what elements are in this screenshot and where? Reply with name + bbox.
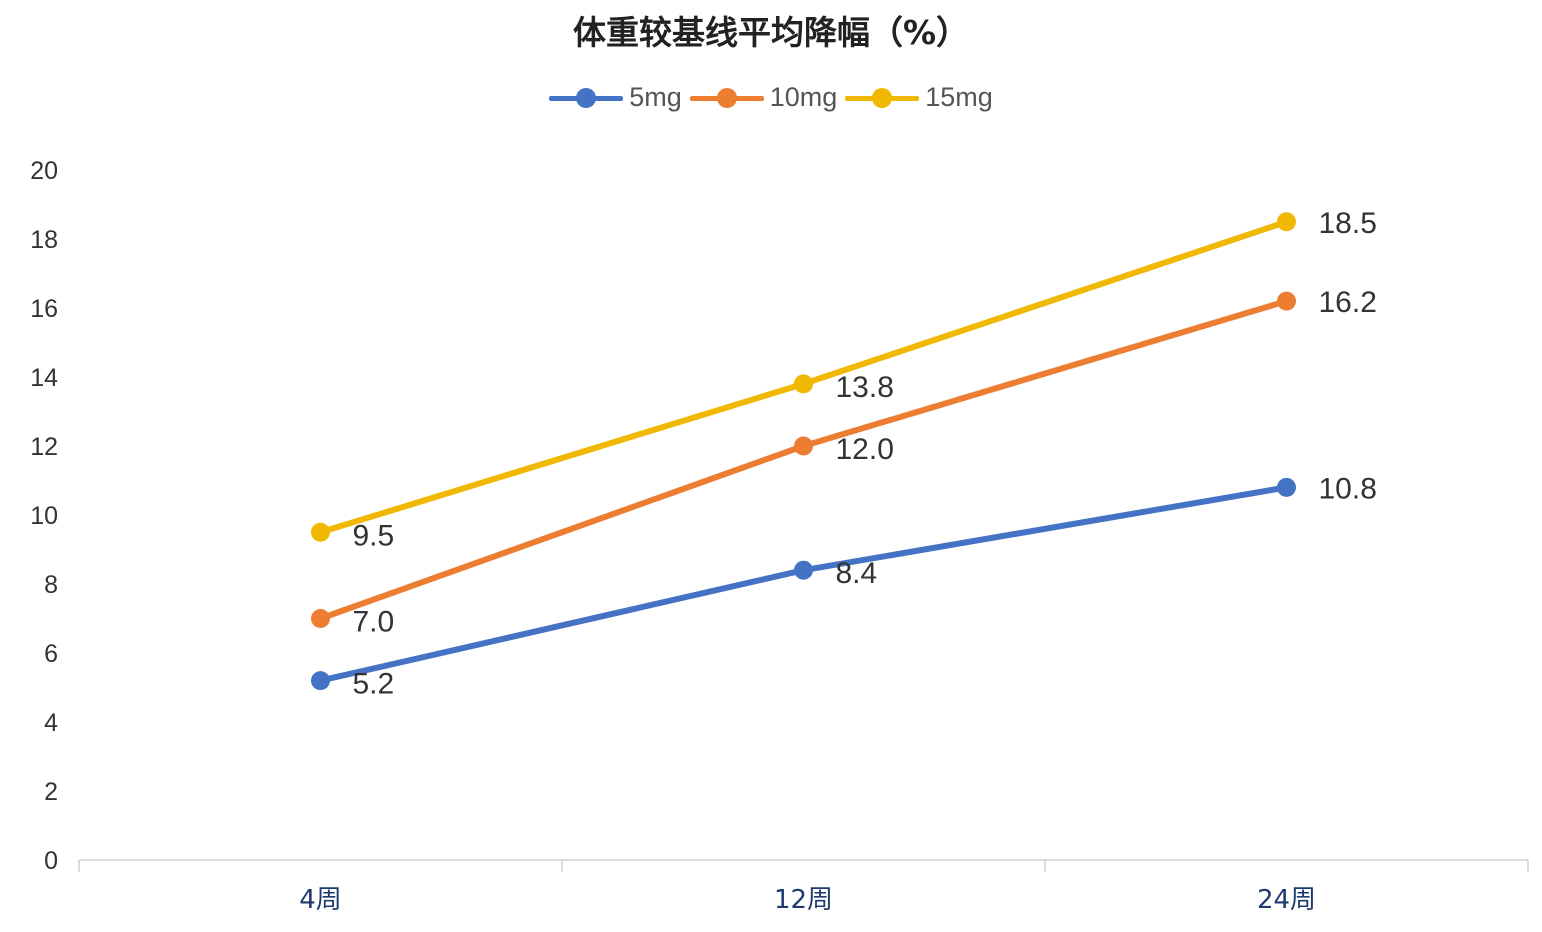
legend-item-5mg[interactable]: 5mg [549, 82, 682, 113]
data-label-5mg: 5.2 [353, 668, 395, 701]
legend: 5mg 10mg 15mg [0, 82, 1542, 113]
x-tick-label: 24周 [1257, 885, 1316, 915]
data-point-15mg [794, 374, 813, 394]
y-tick-label: 14 [30, 364, 58, 392]
data-label-15mg: 9.5 [353, 519, 395, 552]
chart-title: 体重较基线平均降幅（%） [572, 13, 970, 52]
data-point-15mg [1277, 212, 1296, 232]
data-label-5mg: 10.8 [1319, 472, 1377, 505]
legend-item-10mg[interactable]: 10mg [689, 82, 838, 113]
y-tick-label: 10 [30, 502, 58, 530]
data-point-10mg [794, 436, 813, 456]
series-line-5mg [317, 484, 1290, 684]
data-label-15mg: 13.8 [836, 371, 894, 404]
data-point-10mg [311, 609, 330, 628]
legend-swatch-15mg [845, 87, 920, 108]
y-tick-label: 4 [44, 709, 58, 737]
y-tick-label: 2 [44, 778, 58, 806]
y-tick-label: 18 [30, 226, 58, 254]
x-tick-label: 12周 [774, 885, 833, 915]
legend-item-15mg[interactable]: 15mg [845, 82, 993, 113]
data-label-10mg: 7.0 [353, 606, 395, 639]
y-tick-label: 6 [44, 640, 58, 668]
data-label-10mg: 12.0 [836, 433, 894, 466]
data-point-15mg [311, 522, 330, 542]
y-tick-label: 16 [30, 295, 58, 323]
y-tick-label: 12 [30, 433, 58, 461]
legend-label-10mg: 10mg [769, 82, 838, 112]
legend-label-5mg: 5mg [629, 82, 682, 112]
legend-swatch-5mg [549, 87, 624, 108]
data-label-10mg: 16.2 [1319, 286, 1377, 319]
y-tick-label: 20 [30, 157, 58, 185]
data-label-5mg: 8.4 [836, 557, 878, 590]
y-tick-label: 0 [44, 847, 58, 875]
data-point-5mg [794, 560, 813, 580]
data-point-10mg [1277, 291, 1296, 311]
y-tick-label: 8 [44, 571, 58, 599]
data-point-5mg [311, 671, 330, 691]
data-label-15mg: 18.5 [1319, 207, 1377, 240]
x-tick-label: 4周 [299, 885, 342, 915]
legend-label-15mg: 15mg [925, 82, 993, 112]
legend-swatch-10mg [689, 87, 764, 108]
data-point-5mg [1277, 477, 1296, 497]
